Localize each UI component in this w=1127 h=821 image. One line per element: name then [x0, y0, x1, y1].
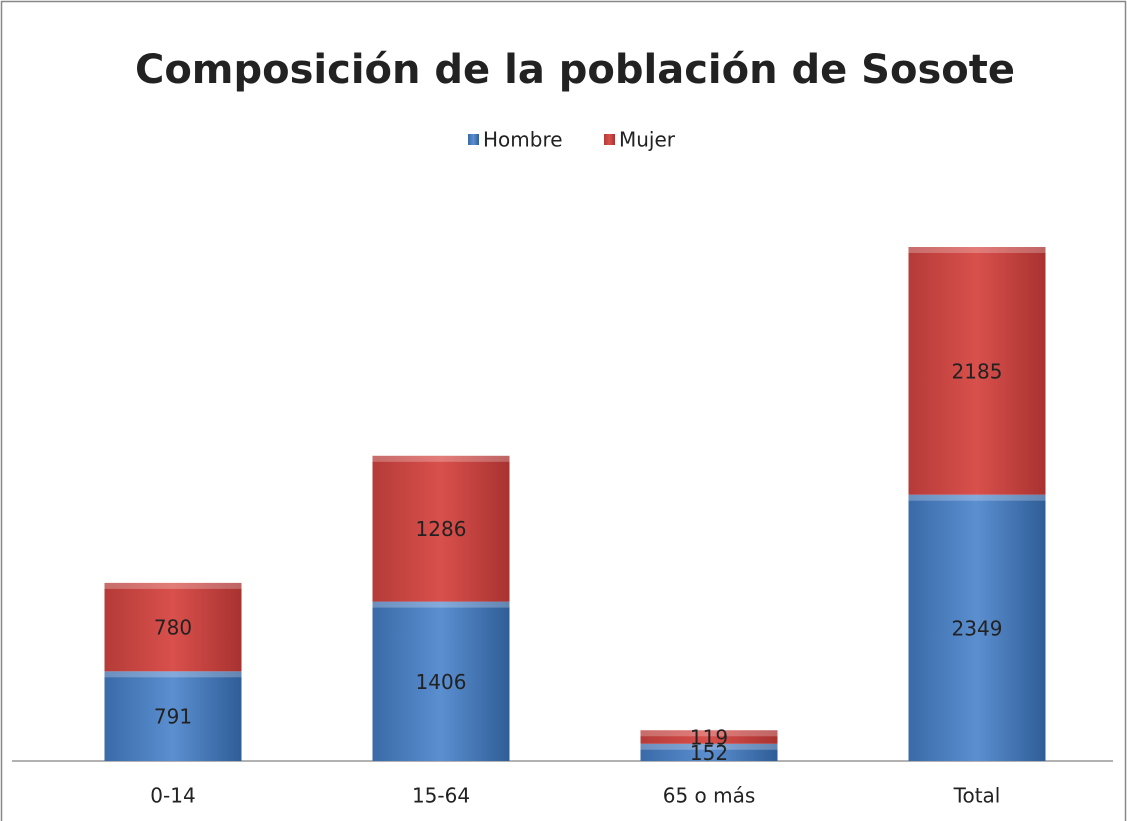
bar-segment — [372, 601, 510, 761]
bar-segment — [908, 247, 1046, 495]
legend-label: Hombre — [483, 128, 563, 152]
bar-highlight — [372, 601, 510, 608]
legend-swatch — [604, 134, 615, 145]
data-label: 152 — [690, 741, 728, 765]
bar-highlight — [908, 247, 1046, 253]
bar-highlight — [372, 455, 510, 462]
bar-highlight — [104, 582, 242, 589]
data-label: 1286 — [416, 517, 467, 541]
bar-highlight — [640, 730, 778, 737]
bar-highlight — [640, 743, 778, 750]
bar-segment — [372, 455, 510, 602]
bar-segment — [640, 730, 778, 744]
data-label: 2185 — [952, 359, 1003, 383]
x-tick-label: 15-64 — [412, 784, 470, 808]
data-label: 2349 — [952, 616, 1003, 640]
chart-title: Composición de la población de Sosote — [135, 47, 1015, 93]
bar-highlight — [104, 671, 242, 678]
bar-segment — [104, 671, 242, 761]
legend-swatch — [468, 134, 479, 145]
bar-segment — [104, 582, 242, 672]
legend-label: Mujer — [619, 128, 676, 152]
data-label: 791 — [154, 705, 192, 729]
x-tick-label: 65 o más — [663, 784, 756, 808]
data-label: 119 — [690, 726, 728, 750]
data-label: 780 — [154, 616, 192, 640]
x-tick-label: 0-14 — [150, 784, 195, 808]
data-label: 1406 — [416, 670, 467, 694]
bar-highlight — [908, 494, 1046, 501]
x-tick-label: Total — [953, 784, 1001, 808]
bar-segment — [640, 743, 778, 761]
bar-segment — [908, 494, 1046, 761]
